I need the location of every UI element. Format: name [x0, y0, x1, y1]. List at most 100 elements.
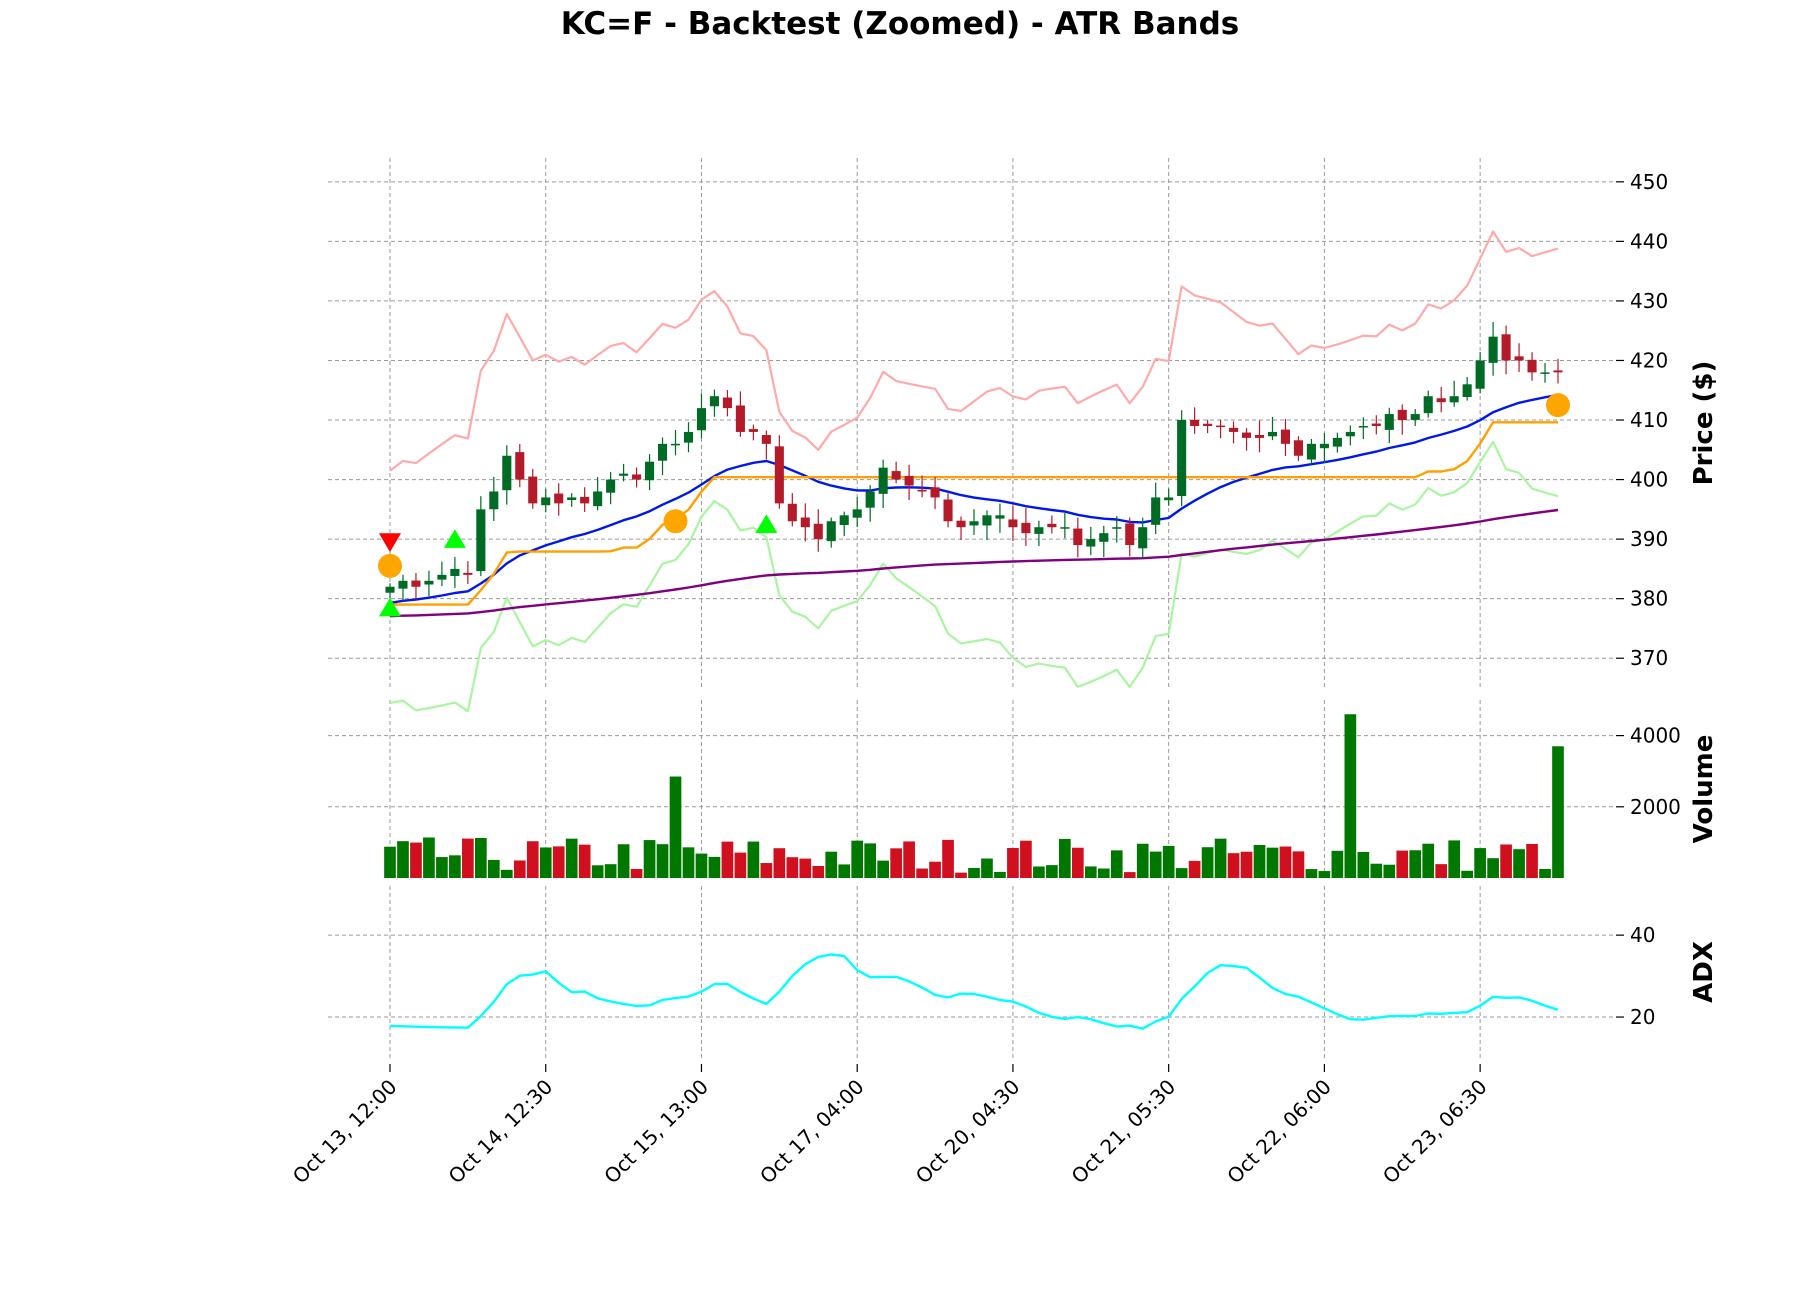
x-tick-label: Oct 17, 04:00: [755, 1075, 869, 1189]
volume-bar: [1435, 864, 1448, 878]
candle-body: [502, 455, 512, 491]
candle-body: [1527, 359, 1537, 373]
volume-bar: [591, 865, 604, 878]
volume-bar: [994, 871, 1006, 878]
candle-body: [1488, 336, 1498, 363]
candle-body: [385, 586, 395, 593]
volume-bar: [1149, 851, 1162, 878]
candle-body: [1060, 527, 1070, 529]
candle-body: [1254, 435, 1265, 438]
volume-bar: [877, 860, 889, 878]
volume-bar: [773, 848, 786, 878]
volume-bar: [1396, 850, 1409, 878]
candle-body: [619, 473, 629, 476]
price-y-tick-label: 400: [1630, 468, 1668, 492]
volume-bar: [552, 846, 565, 878]
volume-bar: [1071, 847, 1084, 878]
volume-bar: [1474, 848, 1486, 878]
lower-atr-band-line: [389, 440, 1559, 713]
volume-bar: [604, 864, 617, 878]
volume-bar: [916, 868, 928, 878]
candle-body: [1501, 334, 1511, 361]
volume-bar: [565, 838, 578, 878]
volume-bar: [825, 851, 838, 878]
candle-body: [1358, 425, 1368, 428]
volume-bar: [734, 852, 747, 878]
x-tick-label: Oct 20, 04:30: [911, 1075, 1025, 1189]
volume-bar: [929, 861, 941, 878]
candle-body: [657, 443, 668, 461]
candle-body: [1086, 539, 1096, 547]
candle-body: [800, 517, 810, 528]
candle-body: [1034, 527, 1044, 534]
candle-body: [813, 523, 823, 540]
exit-signal-marker: [663, 509, 688, 534]
candle-body: [1306, 443, 1316, 460]
candle-body: [1216, 425, 1226, 428]
volume-bar: [1552, 746, 1564, 878]
candle-body: [437, 574, 447, 580]
candle-body: [1190, 419, 1200, 426]
candle-body: [1177, 420, 1187, 496]
volume-bar: [617, 844, 630, 878]
volume-bar: [436, 857, 448, 878]
trailing-stop-line: [390, 421, 1558, 606]
candle-body: [696, 408, 707, 431]
price-y-tick-label: 410: [1630, 408, 1668, 432]
candle-body: [424, 580, 434, 585]
volume-bar: [721, 841, 734, 878]
candle-body: [1099, 533, 1109, 542]
volume-bar: [1500, 844, 1512, 878]
price-y-tick-label: 390: [1630, 527, 1668, 551]
candle-body: [1423, 396, 1433, 414]
candle-body: [891, 471, 901, 480]
buy-signal-marker: [379, 597, 401, 617]
adx-y-tick-label: 40: [1630, 923, 1655, 947]
volume-bar: [760, 863, 773, 878]
volume-bar: [1046, 865, 1058, 878]
candle-body: [1203, 423, 1213, 426]
volume-bar: [1461, 870, 1473, 878]
volume-bar: [1201, 847, 1214, 878]
candle-body: [878, 467, 888, 494]
volume-bar: [903, 841, 915, 878]
volume-axis-label: Volume: [1689, 735, 1719, 844]
candle-body: [1410, 414, 1420, 420]
volume-bar: [539, 847, 552, 878]
price-panel: [378, 230, 1570, 713]
candle-body: [904, 475, 914, 486]
volume-bar: [1409, 850, 1422, 878]
candle-body: [826, 521, 836, 542]
volume-bar: [1059, 838, 1071, 878]
volume-bar: [942, 839, 954, 878]
price-axis-label: Price ($): [1689, 361, 1719, 486]
volume-bar: [1292, 851, 1305, 878]
candle-body: [1008, 519, 1018, 528]
volume-bar: [630, 868, 643, 878]
candle-body: [917, 489, 927, 492]
volume-bar: [1084, 866, 1097, 878]
candle-body: [1047, 523, 1057, 528]
volume-bar: [1020, 840, 1032, 878]
volume-bar: [890, 848, 902, 878]
candle-body: [722, 397, 732, 409]
volume-bar: [578, 844, 591, 878]
volume-bar: [1422, 843, 1435, 878]
buy-signal-marker: [443, 529, 466, 548]
volume-bar: [1227, 853, 1240, 878]
candle-body: [995, 515, 1005, 519]
candle-body: [1073, 528, 1083, 546]
volume-panel: [384, 714, 1564, 878]
candle-body: [567, 497, 577, 501]
x-tick-label: Oct 21, 05:30: [1067, 1075, 1181, 1189]
candle-body: [476, 509, 486, 572]
candle-body: [839, 515, 849, 526]
candle-body: [1553, 370, 1563, 373]
volume-bar: [1305, 869, 1318, 878]
candle-body: [1267, 431, 1278, 437]
volume-y-tick-label: 2000: [1630, 795, 1681, 819]
candle-body: [1151, 497, 1161, 525]
volume-bar: [1253, 844, 1266, 878]
volume-bar: [1097, 868, 1110, 878]
candle-body: [761, 435, 771, 444]
